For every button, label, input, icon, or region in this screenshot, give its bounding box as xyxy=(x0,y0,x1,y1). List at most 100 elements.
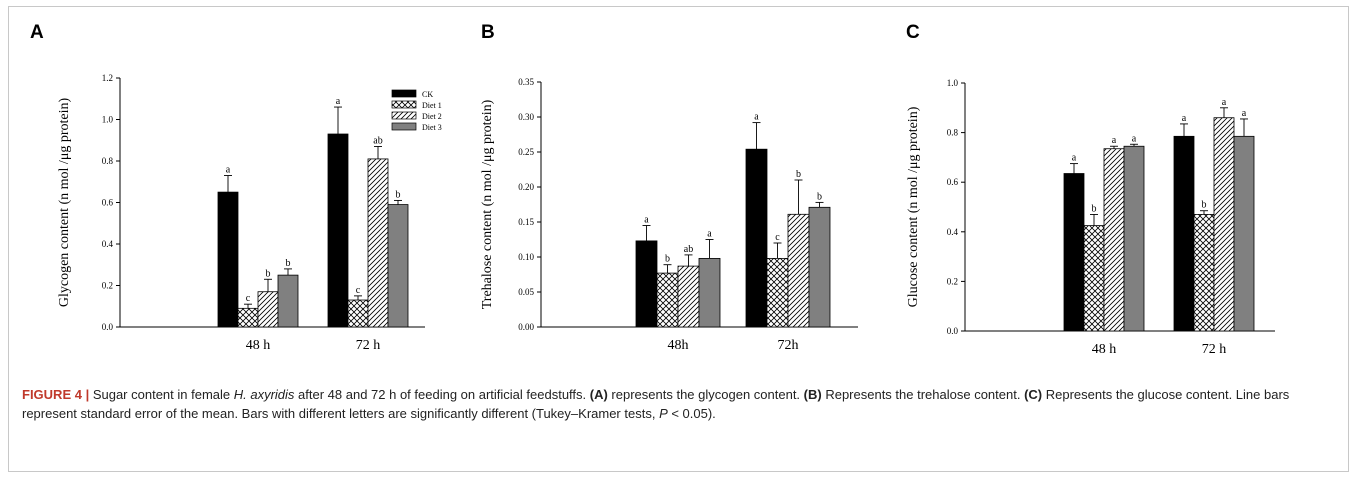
caption-figure-label: FIGURE 4 | xyxy=(22,387,90,402)
caption-panel-c: (C) xyxy=(1024,387,1043,402)
panel-b-category-label: 48h xyxy=(668,338,689,353)
panel-c-ytick-label: 0.6 xyxy=(947,177,959,187)
caption-text-6: < 0.05). xyxy=(667,406,716,421)
panel-b-sig-letter: ab xyxy=(684,244,693,255)
panel-a-bar xyxy=(217,191,239,328)
panel-c-sig-letter: b xyxy=(1202,200,1207,211)
panel-b-sig-letter: b xyxy=(817,191,822,202)
panel-c-bar xyxy=(1083,225,1105,332)
panel-b-ytick-label: 0.20 xyxy=(518,182,534,192)
panel-c-bar xyxy=(1123,145,1145,332)
panel-b-bar xyxy=(787,213,810,328)
panel-c-bar xyxy=(1103,148,1125,332)
panel-a-legend-label: CK xyxy=(422,90,433,99)
figure-frame xyxy=(8,6,1349,472)
panel-c-bar xyxy=(1193,214,1215,332)
panel-c-ytick-label: 0.8 xyxy=(947,128,959,138)
panel-a-legend-swatch xyxy=(391,100,417,109)
panel-a-sig-letter: a xyxy=(226,165,231,176)
panel-a-ytick-label: 1.2 xyxy=(102,73,113,83)
caption-p: P xyxy=(659,406,668,421)
panel-a-sig-letter: b xyxy=(266,268,271,279)
panel-b-sig-letter: a xyxy=(754,112,759,123)
panel-b-ytick-label: 0.25 xyxy=(518,147,534,157)
panel-a-legend-swatch xyxy=(391,89,417,98)
panel-c-sig-letter: a xyxy=(1112,135,1117,146)
panel-b-bar xyxy=(766,257,789,328)
panel-b-bar xyxy=(698,257,721,328)
panel-a-bar xyxy=(237,307,259,328)
panel-c-bar xyxy=(1233,135,1255,332)
panel-c-category-label: 48 h xyxy=(1092,342,1117,357)
panel-c-sig-letter: a xyxy=(1072,153,1077,164)
panel-c-ytick-label: 0.2 xyxy=(947,276,958,286)
panel-c-sig-letter: a xyxy=(1182,113,1187,124)
panel-b-sig-letter: a xyxy=(644,215,649,226)
panel-c-letter: C xyxy=(906,22,920,43)
panel-a-bar xyxy=(367,158,389,328)
panel-b-bar xyxy=(745,148,768,328)
panel-a-ylabel: Glycogen content (n mol /μg protein) xyxy=(57,98,72,308)
panel-a-category-label: 72 h xyxy=(356,338,381,353)
panel-a-legend-swatch xyxy=(391,122,417,131)
panel-a-legend-label: Diet 2 xyxy=(422,112,442,121)
panel-b-bar xyxy=(677,265,700,328)
panel-c-ylabel: Glucose content (n mol /μg protein) xyxy=(906,106,921,307)
panel-b-letter: B xyxy=(481,22,495,43)
panel-a-bar xyxy=(257,291,279,328)
panel-c-ytick-label: 0.4 xyxy=(947,227,959,237)
panel-a-bar xyxy=(347,299,369,328)
panel-a-ytick-label: 0.4 xyxy=(102,239,114,249)
caption-species: H. axyridis xyxy=(233,387,295,402)
panel-c-bar xyxy=(1063,173,1085,332)
panel-b-sig-letter: c xyxy=(775,232,780,243)
panel-a-sig-letter: c xyxy=(356,285,361,296)
caption-text-4: Represents the trehalose content. xyxy=(821,387,1025,402)
panel-b-ytick-label: 0.15 xyxy=(518,217,534,227)
panel-b-bar xyxy=(808,206,831,328)
panel-c-ytick-label: 1.0 xyxy=(947,78,959,88)
caption-text-1: Sugar content in female xyxy=(89,387,234,402)
panel-b-ytick-label: 0.10 xyxy=(518,252,534,262)
panel-c-sig-letter: a xyxy=(1222,97,1227,108)
panel-b-category-label: 72h xyxy=(778,338,799,353)
figure-caption: FIGURE 4 | Sugar content in female H. ax… xyxy=(22,385,1340,423)
panel-c-ytick-label: 0.0 xyxy=(947,326,959,336)
caption-panel-a: (A) xyxy=(589,387,608,402)
panel-c: C 0.0 0.2 0.4 0.6 0.8 1.0 Glucose content (n mo… xyxy=(906,22,1275,357)
panel-a-ytick-label: 1.0 xyxy=(102,115,114,125)
panel-c-sig-letter: a xyxy=(1132,133,1137,144)
panel-a-legend-label: Diet 3 xyxy=(422,123,442,132)
panel-a-ytick-label: 0.6 xyxy=(102,198,114,208)
panel-a-ytick-label: 0.0 xyxy=(102,322,114,332)
panel-a-bar xyxy=(277,274,299,328)
panel-b-sig-letter: a xyxy=(707,229,712,240)
panel-a-legend-swatch xyxy=(391,111,417,120)
panel-a-sig-letter: ab xyxy=(373,135,382,146)
panel-c-bar xyxy=(1213,117,1235,332)
caption-text-2: after 48 and 72 h of feeding on artifici… xyxy=(294,387,590,402)
panel-b-ytick-label: 0.30 xyxy=(518,112,534,122)
panel-a-sig-letter: a xyxy=(336,96,341,107)
panel-a-category-label: 48 h xyxy=(246,338,271,353)
panel-b-ylabel: Trehalose content (n mol /μg protein) xyxy=(480,99,495,309)
caption-panel-b: (B) xyxy=(803,387,822,402)
panel-c-sig-letter: b xyxy=(1092,203,1097,214)
panel-a-sig-letter: c xyxy=(246,293,251,304)
panel-a-bar xyxy=(387,204,409,328)
panel-a-bar xyxy=(327,133,349,328)
panel-a-letter: A xyxy=(30,22,44,43)
panel-b-ytick-label: 0.00 xyxy=(518,322,534,332)
figure-charts: A 0.0 0.2 0.4 0.6 0.8 1.0 1.2 Glycogen content (… xyxy=(30,22,1275,357)
panel-a-ytick-label: 0.2 xyxy=(102,281,113,291)
caption-text-3: represents the glycogen content. xyxy=(607,387,804,402)
panel-a-legend-label: Diet 1 xyxy=(422,101,442,110)
panel-c-bar xyxy=(1173,135,1195,332)
panel-a-sig-letter: b xyxy=(396,189,401,200)
panel-c-category-label: 72 h xyxy=(1202,342,1227,357)
panel-b-sig-letter: b xyxy=(665,254,670,265)
caption-text-5: Represents the glucose content. Line bar… xyxy=(22,387,1290,421)
panel-c-sig-letter: a xyxy=(1242,108,1247,119)
panel-b-ytick-label: 0.35 xyxy=(518,77,534,87)
panel-b-sig-letter: b xyxy=(796,169,801,180)
